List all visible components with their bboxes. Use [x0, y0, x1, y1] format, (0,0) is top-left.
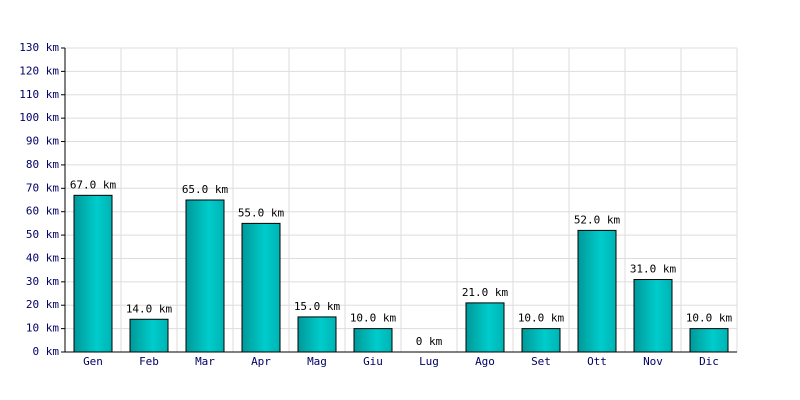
y-tick-label: 30 km	[26, 275, 59, 288]
bar	[129, 318, 169, 353]
y-tick-label: 110 km	[19, 88, 59, 101]
x-tick-label: Giu	[363, 355, 383, 368]
y-tick-label: 70 km	[26, 181, 59, 194]
value-label: 55.0 km	[238, 206, 285, 219]
y-tick-label: 40 km	[26, 251, 59, 264]
value-label: 21.0 km	[462, 286, 509, 299]
value-label: 67.0 km	[70, 178, 117, 191]
bar	[577, 229, 617, 353]
x-tick-label: Lug	[419, 355, 439, 368]
value-label: 10.0 km	[686, 312, 733, 325]
bar	[353, 328, 393, 353]
y-tick-label: 90 km	[26, 135, 59, 148]
y-tick-label: 50 km	[26, 228, 59, 241]
bar	[521, 328, 561, 353]
value-label: 0 km	[416, 335, 443, 348]
x-tick-label: Nov	[643, 355, 663, 368]
x-tick-label: Apr	[251, 355, 271, 368]
x-tick-label: Ago	[475, 355, 495, 368]
x-tick-label: Dic	[699, 355, 719, 368]
x-tick-label: Set	[531, 355, 551, 368]
value-label: 31.0 km	[630, 263, 677, 276]
y-tick-label: 0 km	[33, 345, 60, 358]
x-tick-label: Mar	[195, 355, 215, 368]
y-tick-label: 130 km	[19, 41, 59, 54]
bar	[185, 199, 225, 353]
grid	[65, 47, 738, 353]
bar	[73, 194, 113, 353]
value-label: 65.0 km	[182, 183, 229, 196]
bar	[465, 302, 505, 353]
bar	[297, 316, 337, 353]
x-tick-label: Gen	[83, 355, 103, 368]
bar	[689, 328, 729, 353]
x-tick-label: Mag	[307, 355, 327, 368]
x-tick-label: Feb	[139, 355, 159, 368]
y-tick-label: 20 km	[26, 298, 59, 311]
y-tick-label: 10 km	[26, 322, 59, 335]
y-tick-label: 60 km	[26, 205, 59, 218]
y-tick-label: 80 km	[26, 158, 59, 171]
bar	[633, 279, 673, 353]
value-label: 14.0 km	[126, 302, 173, 315]
value-label: 10.0 km	[350, 312, 397, 325]
value-label: 15.0 km	[294, 300, 341, 313]
y-tick-label: 100 km	[19, 111, 59, 124]
value-label: 52.0 km	[574, 213, 621, 226]
bar	[241, 222, 281, 353]
value-label: 10.0 km	[518, 312, 565, 325]
x-tick-label: Ott	[587, 355, 607, 368]
y-tick-label: 120 km	[19, 64, 59, 77]
